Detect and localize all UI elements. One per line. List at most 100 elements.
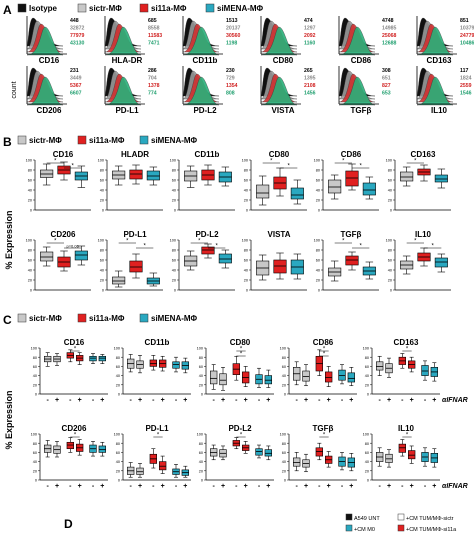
mfi-value: 1160 <box>304 41 315 47</box>
y-tick-label: 0 <box>318 209 320 213</box>
mfi-value: 10486 <box>460 41 474 47</box>
group-title: CD163 <box>394 338 419 347</box>
mfi-value: 1456 <box>304 91 316 97</box>
y-tick-label: 100 <box>98 239 104 243</box>
box <box>408 450 416 460</box>
sig-label: * <box>71 164 74 170</box>
treatment-sign: - <box>69 483 72 490</box>
y-tick-label: 20 <box>100 279 104 283</box>
y-tick-label: 0 <box>35 393 37 397</box>
mfi-value: 1297 <box>304 26 316 32</box>
y-tick-label: 80 <box>316 169 320 173</box>
y-tick-label: 60 <box>116 451 120 455</box>
legend-label-b-si11a: si11a-MΦ <box>89 136 125 145</box>
mfi-value: 774 <box>148 91 157 97</box>
treatment-sign: - <box>235 483 238 490</box>
y-tick-label: 40 <box>172 269 176 273</box>
box <box>146 170 160 181</box>
y-tick-label: 40 <box>172 189 176 193</box>
group-title: IL10 <box>415 230 432 239</box>
mfi-value: 685 <box>148 18 157 24</box>
y-tick-label: 20 <box>388 199 392 203</box>
sig-label: p=0.06 <box>66 244 79 249</box>
legend-swatch-d <box>345 524 353 532</box>
histogram-curve <box>416 76 454 106</box>
group-title: PD-L2 <box>228 424 252 433</box>
boxplot-CD163: 0 20 40 60 80 100 CD163* <box>386 150 451 213</box>
box <box>40 251 54 262</box>
legend-swatch-b-sictr <box>17 135 27 145</box>
histogram-curve <box>260 26 298 56</box>
box <box>434 174 448 183</box>
legend-label-b-sictr: sictr-MΦ <box>29 136 62 145</box>
box <box>345 255 359 266</box>
mfi-value: 30560 <box>226 33 241 39</box>
y-tick-label: 20 <box>28 279 32 283</box>
box <box>172 361 180 369</box>
y-tick-label: 0 <box>118 393 120 397</box>
group-title: VISTA <box>268 230 291 239</box>
y-tick-label: 60 <box>172 259 176 263</box>
legend-swatch-simena <box>205 3 215 13</box>
legend-swatch-b-si11a <box>77 135 87 145</box>
mfi-value: 651 <box>382 76 391 82</box>
group-title: PD-L1 <box>145 424 169 433</box>
histogram-curve <box>260 76 298 106</box>
mfi-value: 1378 <box>148 83 160 89</box>
box <box>398 443 406 453</box>
mfi-value: 2092 <box>304 33 316 39</box>
box <box>315 447 323 457</box>
treatment-sign: - <box>175 483 178 490</box>
sig-label: * <box>406 347 409 353</box>
treatment-sign: - <box>69 397 72 404</box>
y-tick-label: 0 <box>35 479 37 483</box>
marker-label: CD86 <box>351 56 372 65</box>
mfi-value: 43130 <box>70 41 85 47</box>
box <box>328 179 342 194</box>
treatment-sign: - <box>212 483 215 490</box>
treatment-sign: - <box>424 397 427 404</box>
legend-label-c-sictr: sictr-MΦ <box>29 314 62 323</box>
y-tick-label: 0 <box>284 479 286 483</box>
marker-label: PD-L2 <box>193 106 217 115</box>
histogram-curve <box>26 76 64 106</box>
y-tick-label: 40 <box>100 269 104 273</box>
treatment-sign: + <box>100 483 104 490</box>
y-tick-label: 60 <box>100 179 104 183</box>
y-tick-label: 80 <box>282 356 286 360</box>
mfi-value: 808 <box>226 91 235 97</box>
sig-label: * <box>126 239 129 245</box>
sig-label: * <box>414 159 417 165</box>
group-title: CD206 <box>51 230 76 239</box>
y-tick-label: 60 <box>33 365 37 369</box>
y-tick-label: 20 <box>172 199 176 203</box>
y-tick-label: 40 <box>316 269 320 273</box>
group-title: PD-L2 <box>195 230 219 239</box>
y-tick-label: 100 <box>314 239 320 243</box>
treatment-sign: + <box>183 397 187 404</box>
y-tick-label: 0 <box>30 289 32 293</box>
sig-label: * <box>240 352 243 358</box>
y-tick-label: 80 <box>33 356 37 360</box>
y-tick-label: 100 <box>363 347 369 351</box>
treatment-sign: + <box>327 397 331 404</box>
mfi-value: 6607 <box>70 91 82 97</box>
mfi-value: 77979 <box>70 33 85 39</box>
sig-label: * <box>240 433 243 439</box>
y-tick-label: 100 <box>363 433 369 437</box>
y-tick-label: 100 <box>31 433 37 437</box>
mfi-value: 24779 <box>460 33 474 39</box>
treatment-sign: - <box>318 483 321 490</box>
treatment-sign: + <box>432 397 436 404</box>
y-tick-label: 20 <box>33 383 37 387</box>
group-title: HLADR <box>121 150 149 159</box>
marker-label: CD16 <box>39 56 60 65</box>
histogram-curve <box>104 26 142 56</box>
group-title: CD11b <box>195 150 220 159</box>
sig-label: * <box>74 347 77 353</box>
mfi-value: 11583 <box>148 33 162 39</box>
